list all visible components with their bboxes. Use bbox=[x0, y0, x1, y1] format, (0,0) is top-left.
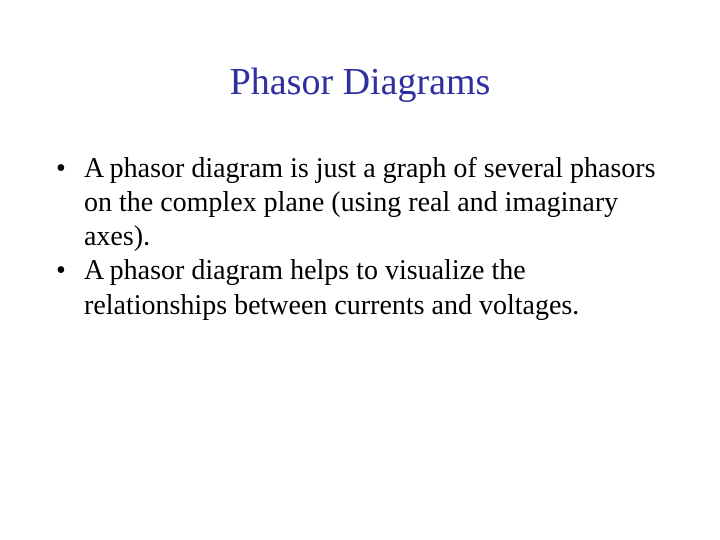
slide-title: Phasor Diagrams bbox=[0, 60, 720, 104]
bullet-item: A phasor diagram helps to visualize the … bbox=[52, 254, 668, 322]
slide-container: Phasor Diagrams A phasor diagram is just… bbox=[0, 60, 720, 540]
bullet-list: A phasor diagram is just a graph of seve… bbox=[0, 152, 720, 323]
bullet-item: A phasor diagram is just a graph of seve… bbox=[52, 152, 668, 254]
